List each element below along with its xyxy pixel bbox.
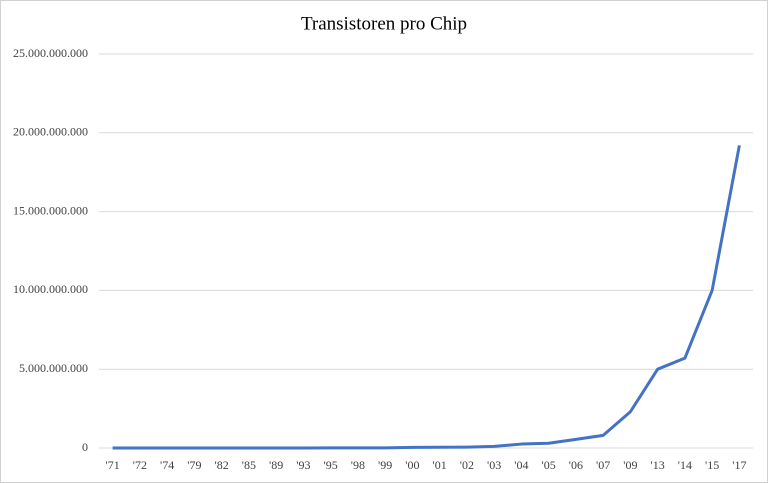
y-tick-label: 5.000.000.000 [19,361,88,375]
x-tick-label: '04 [514,458,528,472]
chart-title: Transistoren pro Chip [301,13,467,34]
x-tick-label: '13 [651,458,665,472]
data-line [112,145,741,450]
y-tick-label: 10.000.000.000 [13,282,88,296]
y-tick-label: 25.000.000.000 [13,46,88,60]
x-tick-label: '79 [187,458,201,472]
x-tick-label: '85 [242,458,256,472]
x-tick-label: '82 [215,458,229,472]
x-tick-label: '05 [542,458,556,472]
x-tick-label: '89 [269,458,283,472]
x-tick-label: '01 [433,458,447,472]
y-tick-label: 0 [82,440,88,454]
x-tick-label: '98 [351,458,365,472]
x-tick-label: '06 [569,458,583,472]
x-tick-label: '14 [678,458,692,472]
x-tick-label: '72 [133,458,147,472]
y-tick-label: 20.000.000.000 [13,125,88,139]
x-tick-label: '07 [596,458,610,472]
x-tick-label: '15 [705,458,719,472]
x-tick-label: '74 [160,458,174,472]
x-tick-label: '93 [296,458,310,472]
x-tick-label: '00 [405,458,419,472]
x-tick-label: '09 [623,458,637,472]
y-tick-label: 15.000.000.000 [13,203,88,217]
x-tick-label: '95 [324,458,338,472]
x-tick-label: '17 [732,458,746,472]
x-tick-label: '71 [106,458,120,472]
x-tick-label: '99 [378,458,392,472]
x-tick-label: '02 [460,458,474,472]
x-tick-label: '03 [487,458,501,472]
